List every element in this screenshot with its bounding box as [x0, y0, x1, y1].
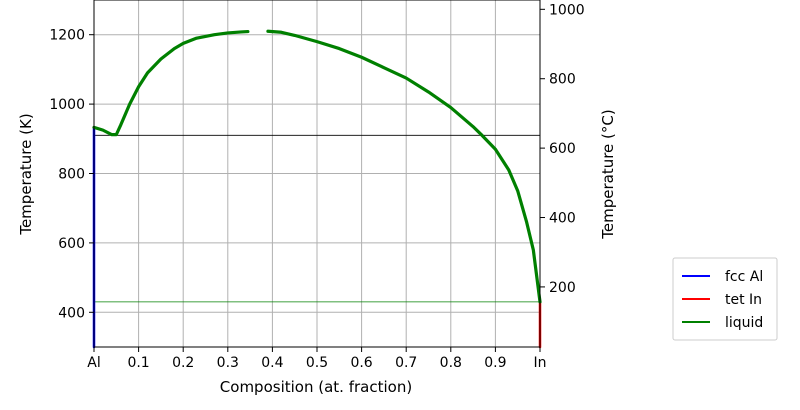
- y-right-tick-label-2: 600: [549, 141, 576, 157]
- legend-label-tet-in: tet In: [725, 292, 762, 308]
- x-tick-label-1: 0.1: [127, 355, 149, 371]
- y-tick-label-2: 800: [58, 167, 85, 183]
- x-tick-label-6: 0.6: [350, 355, 372, 371]
- x-tick-label-3: 0.3: [217, 355, 239, 371]
- y-axis-right-ticks: 200 400 600 800 1000: [540, 2, 585, 296]
- x-tick-label-8: 0.8: [440, 355, 462, 371]
- x-axis-label: Composition (at. fraction): [220, 378, 412, 396]
- series-liquid-segment-0: [92, 29, 250, 137]
- x-tick-label-7: 0.7: [395, 355, 417, 371]
- grid-lines: [93, 0, 541, 347]
- y-tick-label-4: 1200: [49, 28, 85, 44]
- legend-label-fcc-al: fcc Al: [725, 269, 763, 285]
- y-right-tick-label-1: 400: [549, 211, 576, 227]
- y-right-tick-label-0: 200: [549, 280, 576, 296]
- y-axis-right-label: Temperature (°C): [599, 109, 617, 239]
- legend: fcc Al tet In liquid: [672, 257, 778, 341]
- y-axis-left-label: Temperature (K): [17, 113, 35, 235]
- x-tick-label-0: Al: [87, 355, 100, 371]
- x-tick-label-5: 0.5: [306, 355, 328, 371]
- legend-label-liquid: liquid: [725, 315, 763, 331]
- y-right-tick-label-3: 800: [549, 72, 576, 88]
- reference-lines: [94, 134, 540, 303]
- legend-box: [672, 257, 778, 341]
- x-tick-label-10: In: [533, 355, 546, 371]
- y-tick-label-1: 600: [58, 236, 85, 252]
- y-axis-left-ticks: 400 600 800 1000 1200: [49, 28, 94, 321]
- x-tick-label-4: 0.4: [261, 355, 283, 371]
- x-axis-ticks: Al 0.1 0.2 0.3 0.4 0.5 0.6 0.7 0.8 0.9 In: [87, 347, 547, 371]
- x-tick-label-2: 0.2: [172, 355, 194, 371]
- series-liquid-segment-1: [266, 29, 542, 304]
- x-tick-label-9: 0.9: [484, 355, 506, 371]
- y-right-tick-label-4: 1000: [549, 2, 585, 18]
- y-tick-label-0: 400: [58, 305, 85, 321]
- y-tick-label-3: 1000: [49, 97, 85, 113]
